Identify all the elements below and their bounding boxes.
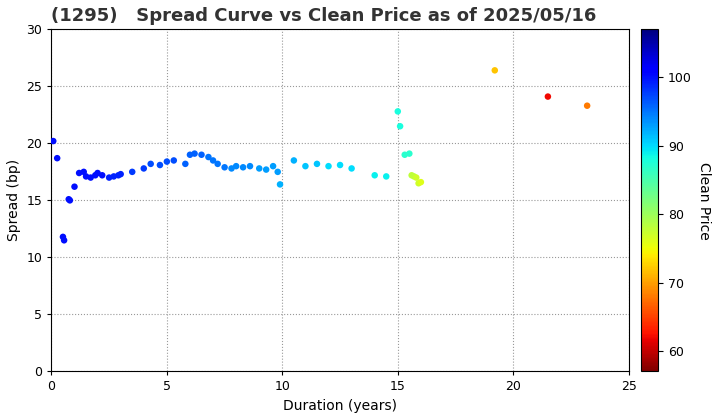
- Point: [127, 168, 138, 175]
- Y-axis label: Spread (bp): Spread (bp): [7, 159, 21, 242]
- Point: [267, 163, 279, 170]
- Point: [68, 183, 80, 190]
- Point: [244, 163, 256, 170]
- Point: [64, 197, 76, 204]
- Point: [212, 160, 223, 167]
- Point: [108, 173, 120, 180]
- Point: [96, 172, 108, 178]
- Point: [272, 168, 284, 175]
- Point: [78, 168, 89, 175]
- Point: [489, 67, 500, 74]
- Point: [81, 173, 92, 180]
- Point: [154, 162, 166, 168]
- Point: [51, 155, 63, 162]
- Point: [104, 174, 115, 181]
- Point: [334, 162, 346, 168]
- Point: [253, 165, 265, 172]
- Point: [57, 234, 68, 240]
- Point: [288, 157, 300, 164]
- Point: [219, 164, 230, 171]
- Text: (1295)   Spread Curve vs Clean Price as of 2025/05/16: (1295) Spread Curve vs Clean Price as of…: [51, 7, 597, 25]
- Point: [542, 93, 554, 100]
- Point: [408, 173, 420, 180]
- Point: [168, 157, 179, 164]
- Point: [89, 172, 101, 178]
- Point: [138, 165, 150, 172]
- Point: [63, 196, 74, 202]
- Point: [73, 170, 85, 176]
- Point: [404, 150, 415, 157]
- Point: [261, 166, 272, 173]
- Point: [300, 163, 311, 170]
- Point: [58, 237, 70, 244]
- Point: [115, 171, 127, 178]
- Point: [581, 102, 593, 109]
- Point: [207, 157, 219, 164]
- Point: [161, 158, 173, 165]
- Point: [410, 174, 422, 181]
- Point: [196, 151, 207, 158]
- Point: [274, 181, 286, 188]
- Point: [92, 170, 104, 176]
- Point: [413, 180, 424, 186]
- Point: [145, 160, 156, 167]
- Point: [202, 154, 214, 160]
- Point: [346, 165, 357, 172]
- Point: [406, 172, 418, 178]
- Point: [395, 123, 406, 130]
- Point: [179, 160, 191, 167]
- Point: [311, 160, 323, 167]
- Point: [48, 138, 59, 144]
- Point: [392, 108, 403, 115]
- Point: [415, 179, 427, 186]
- Y-axis label: Clean Price: Clean Price: [697, 162, 711, 239]
- Point: [189, 150, 200, 157]
- Point: [85, 174, 96, 181]
- Point: [184, 151, 196, 158]
- Point: [399, 151, 410, 158]
- Point: [230, 163, 242, 170]
- X-axis label: Duration (years): Duration (years): [283, 399, 397, 413]
- Point: [380, 173, 392, 180]
- Point: [369, 172, 380, 178]
- Point: [112, 172, 124, 178]
- Point: [226, 165, 238, 172]
- Point: [323, 163, 334, 170]
- Point: [238, 164, 249, 171]
